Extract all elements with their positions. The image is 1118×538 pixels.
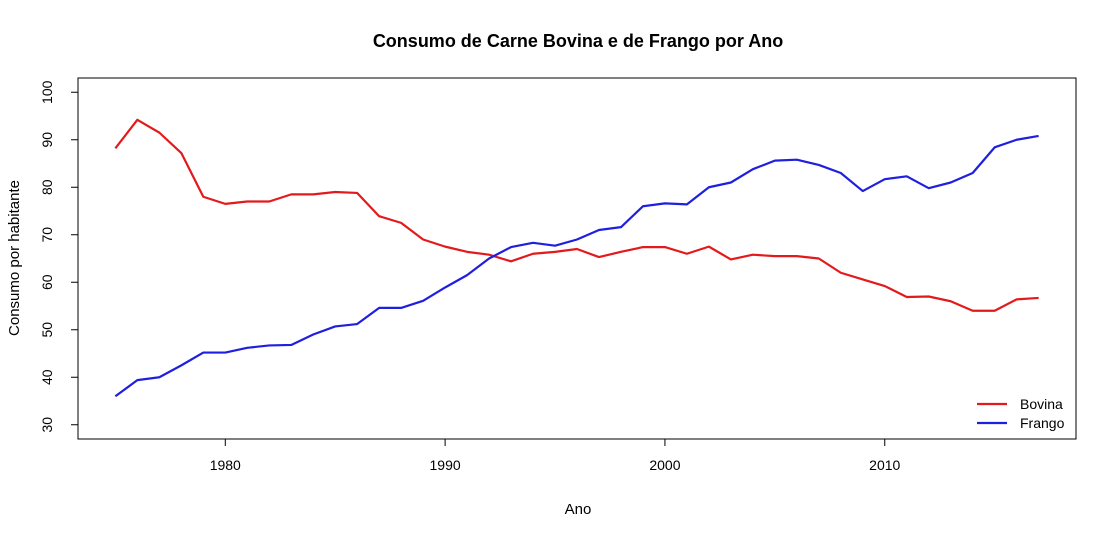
y-tick-label: 60 [39, 274, 55, 290]
legend-label-bovina: Bovina [1020, 396, 1063, 412]
x-tick-label: 1980 [210, 457, 241, 473]
y-tick-label: 90 [39, 132, 55, 148]
y-axis: 30 40 50 60 70 80 90 100 [39, 80, 79, 433]
y-axis-title: Consumo por habitante [6, 180, 23, 336]
series-line-bovina [114, 118, 1039, 312]
x-tick-label: 2010 [869, 457, 900, 473]
series-layer [114, 118, 1039, 398]
y-tick-label: 70 [39, 227, 55, 243]
x-axis: 1980 1990 2000 2010 [210, 438, 901, 473]
y-tick-label: 30 [39, 417, 55, 433]
y-tick-label: 80 [39, 179, 55, 195]
series-line-frango [114, 134, 1039, 398]
x-tick-label: 1990 [430, 457, 461, 473]
x-axis-title: Ano [565, 501, 592, 518]
y-tick-label: 50 [39, 322, 55, 338]
legend-label-frango: Frango [1020, 415, 1065, 431]
y-tick-label: 40 [39, 369, 55, 385]
y-tick-label: 100 [39, 80, 55, 104]
legend: Bovina Frango [977, 396, 1065, 431]
plot-frame [77, 77, 1077, 440]
x-tick-label: 2000 [649, 457, 680, 473]
chart-title: Consumo de Carne Bovina e de Frango por … [373, 31, 783, 51]
